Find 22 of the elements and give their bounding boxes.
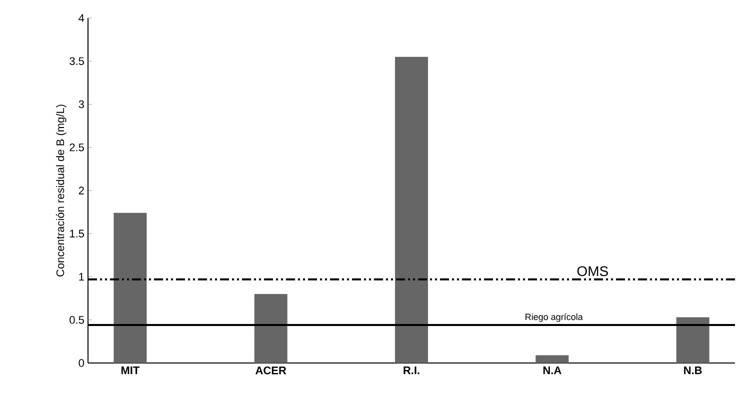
y-tick-label: 0.5 <box>70 316 84 324</box>
bar <box>114 212 147 363</box>
y-tick-label: 2 <box>78 186 84 194</box>
bar <box>254 294 288 363</box>
bar <box>676 317 710 363</box>
bar <box>536 355 569 363</box>
ref-line-label: Riego agrícola <box>526 313 583 322</box>
y-axis-title: Concentración residual de B (mg/L) <box>56 104 66 276</box>
x-tick-label: ACER <box>256 366 286 374</box>
y-tick-label: 2.5 <box>70 143 84 152</box>
x-tick-label: N.A <box>543 366 562 374</box>
y-tick-label: 3.5 <box>70 57 84 66</box>
ref-line-label: OMS <box>577 266 608 276</box>
x-tick-label: MIT <box>121 366 140 374</box>
x-tick-label: N.B <box>684 366 702 374</box>
y-tick-label: 3 <box>78 100 84 108</box>
bar <box>395 56 428 363</box>
y-tick-label: 0 <box>78 359 84 367</box>
y-tick-label: 1 <box>79 272 84 281</box>
x-tick-label: R.I. <box>404 366 420 374</box>
y-tick-label: 1.5 <box>70 230 84 238</box>
y-tick-label: 4 <box>78 14 84 22</box>
